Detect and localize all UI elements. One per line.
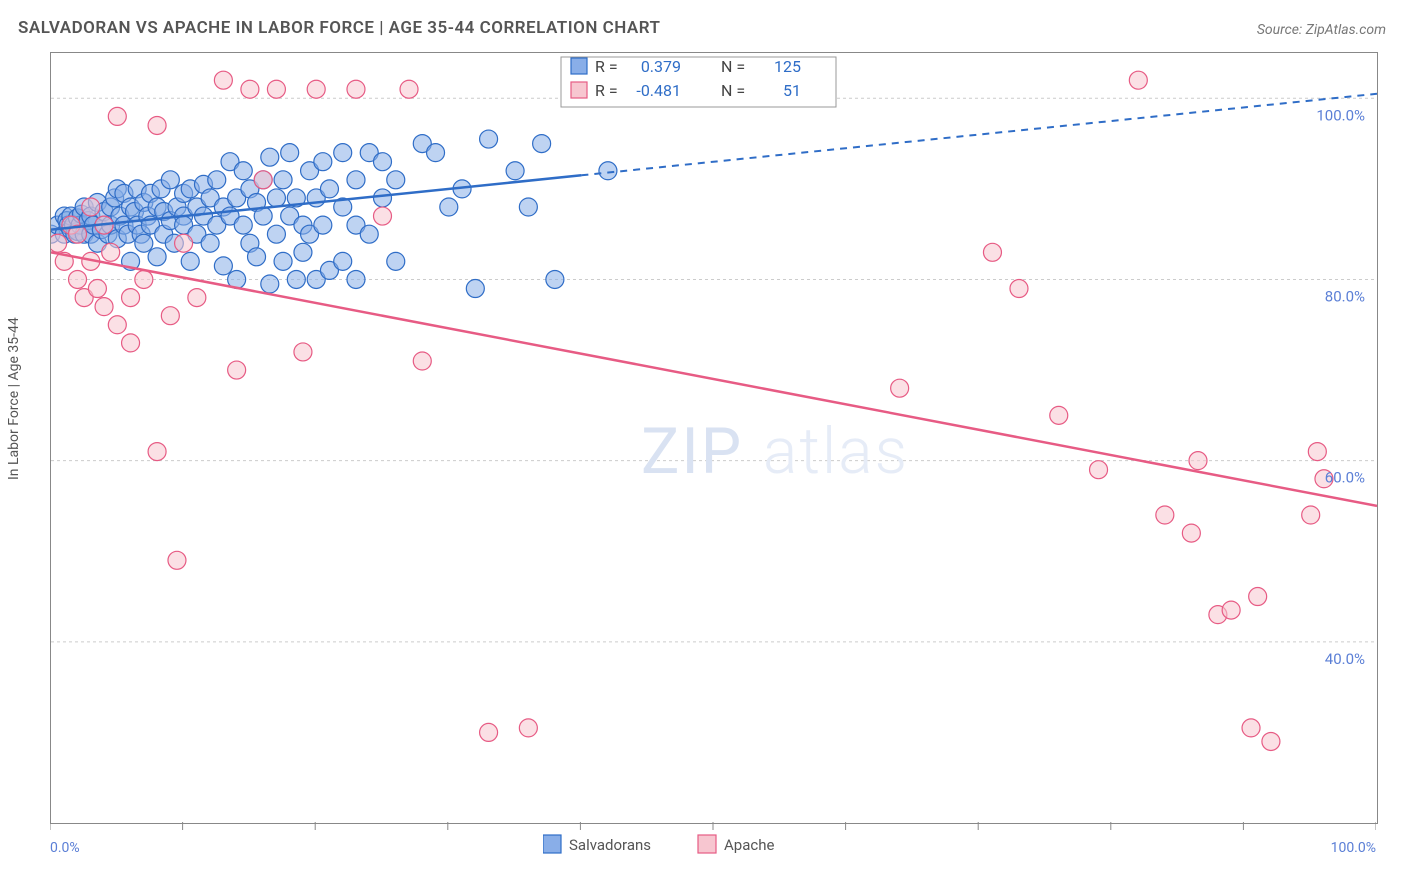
svg-text:60.0%: 60.0%	[1325, 469, 1365, 487]
y-axis-label: In Labor Force | Age 35-44	[6, 317, 22, 480]
series-legend: Salvadorans Apache	[0, 832, 1406, 856]
svg-text:-0.481: -0.481	[636, 81, 681, 100]
correlation-legend: R = 0.379 N = 125 R = -0.481 N = 51	[561, 57, 836, 107]
y-tick-labels: 40.0% 60.0% 80.0% 100.0%	[1316, 106, 1365, 668]
data-points	[50, 71, 1333, 750]
svg-text:100.0%: 100.0%	[1316, 106, 1365, 124]
chart-title: SALVADORAN VS APACHE IN LABOR FORCE | AG…	[18, 18, 660, 38]
source-attribution: Source: ZipAtlas.com	[1257, 22, 1386, 38]
svg-text:51: 51	[783, 81, 801, 100]
watermark-part2: atlas	[763, 414, 909, 489]
svg-text:N =: N =	[721, 57, 745, 76]
svg-text:R =: R =	[595, 57, 618, 76]
svg-text:Apache: Apache	[724, 836, 774, 854]
scatter-plot: ZIP atlas R = 0.379 N = 125 R = -0.481 N = 51 4…	[50, 52, 1378, 824]
svg-text:R =: R =	[595, 81, 618, 100]
watermark-part1: ZIP	[641, 414, 743, 489]
svg-text:125: 125	[774, 57, 801, 76]
svg-text:0.379: 0.379	[641, 57, 681, 76]
svg-text:40.0%: 40.0%	[1325, 650, 1365, 668]
svg-text:Salvadorans: Salvadorans	[569, 836, 651, 854]
svg-text:80.0%: 80.0%	[1325, 287, 1365, 305]
svg-text:N =: N =	[721, 81, 745, 100]
